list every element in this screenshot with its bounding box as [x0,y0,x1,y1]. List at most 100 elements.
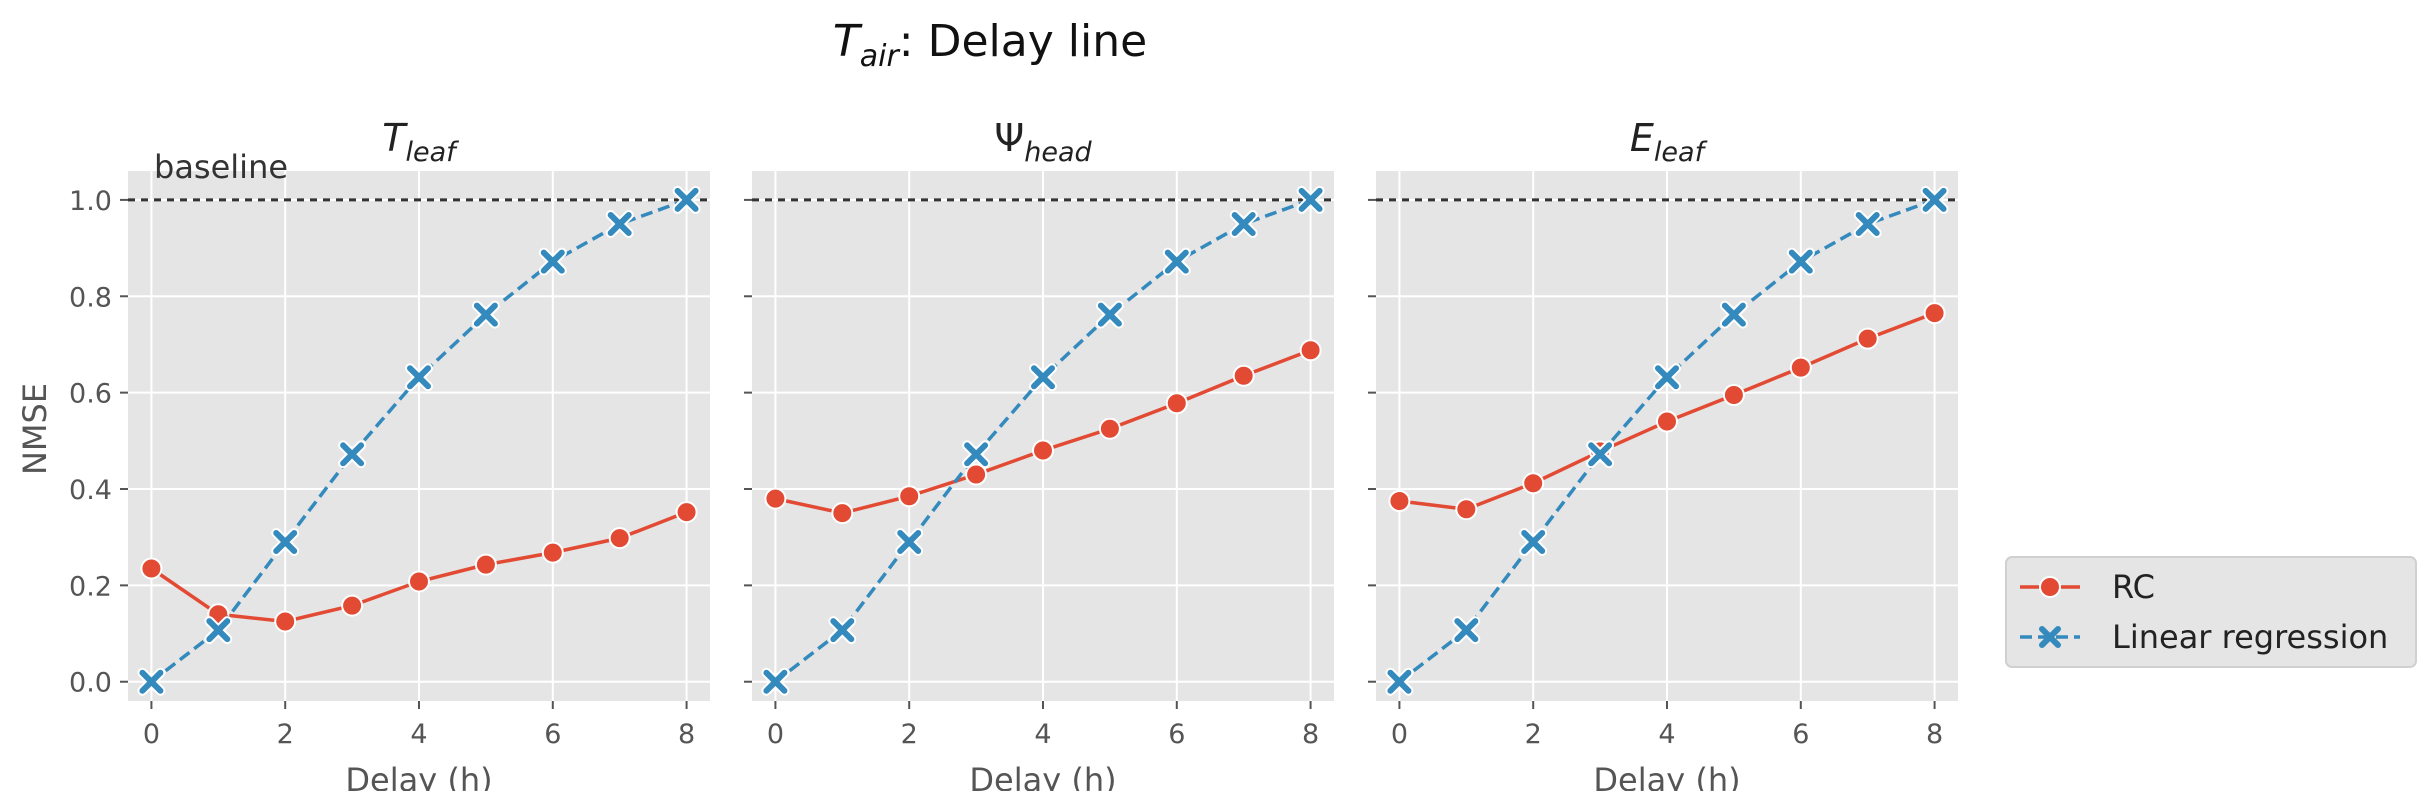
y-tick-label: 0.6 [69,379,112,410]
lr-point [1721,302,1746,327]
panel-3: 0 2 4 6 8 Delay (h) Eleaf [1368,116,1958,791]
legend-box [2005,556,2417,668]
x-tick-label: 2 [1525,719,1542,750]
lr-point [1387,669,1412,694]
lr-point [473,302,498,327]
x-tick-label: 8 [1302,719,1319,750]
lr-point [540,249,565,274]
x-axis-label: Delay (h) [345,761,492,791]
x-tick-label: 2 [277,719,294,750]
panel-title-main: T [382,116,408,160]
lr-point [763,669,788,694]
lr-point [139,669,164,694]
y-axis-label: NMSE [16,383,54,475]
x-tick-label: 6 [1168,719,1185,750]
x-tick-label: 0 [1391,719,1408,750]
rc-point [675,501,698,524]
rc-point [1098,417,1121,440]
lr-point [1588,442,1613,467]
panel-title-sub: leaf [406,137,460,168]
lr-point [1164,249,1189,274]
lr-point [1231,212,1256,236]
lr-point [1855,212,1880,236]
x-axis-label: Delay (h) [969,761,1116,791]
rc-point [1656,410,1678,433]
panel-title-sub: head [1024,137,1092,168]
lr-point [1454,618,1479,643]
baseline-label: baseline [154,148,288,186]
lr-point [897,530,922,554]
x-tick-label: 4 [1658,719,1675,750]
x-tick-label: 4 [410,719,427,750]
lr-point [407,365,431,390]
x-tick-label: 8 [1926,719,1943,750]
figure-title: Tair: Delay line [833,16,1147,74]
legend-label: RC [2112,568,2155,606]
rc-point [1923,302,1946,325]
panel-title: Tleaf [382,116,459,168]
y-tick-label: 0.4 [69,475,112,506]
lr-point [1788,249,1813,274]
lr-point [1031,365,1055,390]
rc-point [965,463,988,486]
figure-title-main: T [833,16,863,67]
rc-point [898,485,921,508]
lr-point [607,212,632,236]
panels: 0 2 4 6 8 0.0 0.2 0.4 0.6 0.8 1.0 Delay (h) Tleaf bas… [69,116,1958,791]
figure-title-rest: : Delay line [899,16,1147,67]
rc-point [408,570,430,593]
lr-point [674,187,699,212]
rc-point [274,610,297,633]
panel-title: Eleaf [1630,116,1708,168]
rc-point [608,527,631,550]
lr-point [206,618,231,643]
lr-point [1655,365,1679,390]
panel-2: 0 2 4 6 8 Delay (h) Ψhead [744,116,1334,791]
rc-point [1522,472,1545,495]
rc-point [1165,392,1188,415]
lr-point [830,618,855,643]
rc-point [341,594,364,617]
rc-point [474,553,497,576]
lr-point [1922,187,1947,212]
x-tick-label: 0 [143,719,160,750]
x-tick-label: 0 [767,719,784,750]
x-axis-label: Delay (h) [1593,761,1740,791]
lr-point [1097,302,1122,327]
lr-point [964,442,989,467]
panel-1: 0 2 4 6 8 0.0 0.2 0.4 0.6 0.8 1.0 Delay (h) Tleaf bas… [69,116,710,791]
lr-point [1521,530,1546,554]
legend: RC Linear regression [2005,556,2417,668]
y-tick-label: 0.0 [69,668,112,699]
rc-point [140,557,163,580]
rc-point [1455,498,1478,521]
panel-title-main: E [1630,116,1654,160]
legend-label: Linear regression [2112,618,2388,656]
rc-point [1032,439,1054,462]
rc-point [1856,327,1879,350]
rc-point [1722,384,1745,407]
figure-title-sub: air [860,39,901,74]
x-tick-label: 8 [678,719,695,750]
rc-point [1299,339,1322,362]
y-tick-label: 0.8 [69,282,112,313]
x-tick-label: 6 [544,719,561,750]
legend-marker-lr [2039,626,2061,648]
panel-title-sub: leaf [1654,137,1708,168]
x-tick-label: 4 [1034,719,1051,750]
rc-point [1789,356,1812,379]
rc-point [1232,364,1255,387]
panel-title-main: Ψ [994,116,1024,160]
rc-point [1388,490,1411,513]
y-tick-label: 1.0 [69,186,112,217]
legend-marker-rc [2039,576,2061,598]
x-tick-label: 6 [1792,719,1809,750]
x-tick-label: 2 [901,719,918,750]
rc-point [764,487,787,510]
rc-point [831,502,854,525]
lr-point [273,530,298,554]
y-tick-label: 0.2 [69,571,112,602]
panel-title: Ψhead [994,116,1092,168]
lr-point [340,442,365,467]
